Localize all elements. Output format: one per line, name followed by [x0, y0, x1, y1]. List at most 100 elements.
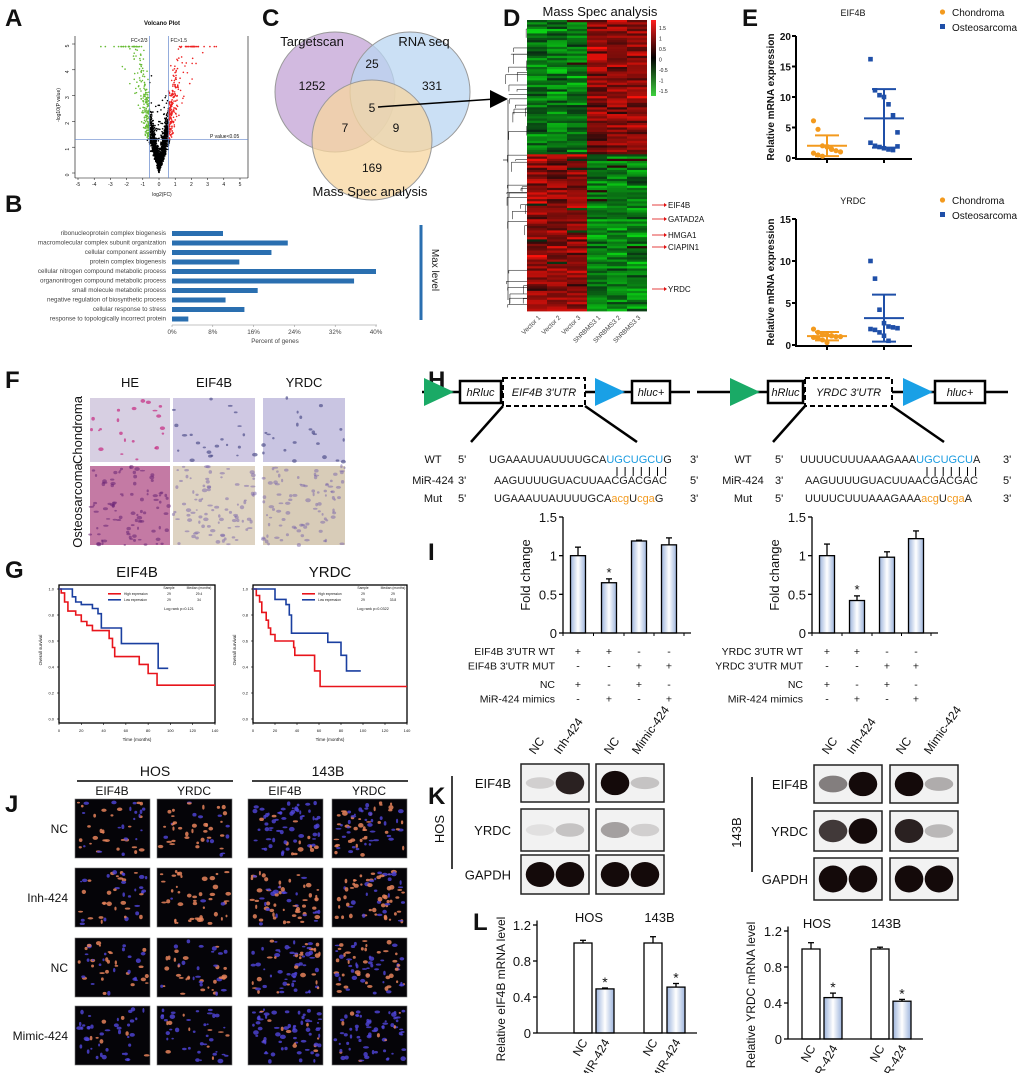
heatmap-cell [527, 129, 547, 133]
cell [281, 817, 287, 820]
volcano-point [146, 123, 148, 126]
heatmap-cell [627, 268, 647, 272]
heatmap-cell [607, 299, 627, 303]
cell [81, 811, 86, 814]
arrow-icon [664, 287, 667, 291]
heatmap-cell [547, 73, 567, 77]
protein-band [600, 822, 630, 838]
x-tick-label: 60 [317, 728, 322, 733]
cell [308, 809, 311, 813]
heatmap-cell [587, 288, 607, 292]
volcano-point [165, 130, 167, 132]
volcano-point [151, 135, 154, 138]
cell [93, 813, 97, 818]
heatmap-cell [567, 178, 587, 182]
volcano-point [162, 158, 165, 161]
cell [348, 964, 353, 968]
volcano-point [165, 135, 168, 138]
gene-box-hluc [933, 379, 987, 405]
nucleus [131, 406, 137, 411]
significance-star: * [602, 974, 608, 990]
cell [355, 964, 359, 969]
cell [293, 1036, 297, 1040]
volcano-point [133, 78, 136, 81]
protein-band [818, 865, 848, 893]
legend-marker [939, 197, 946, 203]
cell [295, 906, 301, 912]
volcano-point [170, 114, 173, 117]
legend-sample: 29 [361, 592, 365, 596]
nucleus [205, 477, 210, 480]
nucleus [283, 448, 287, 452]
venn-count: 331 [422, 79, 442, 93]
heatmap-cell [607, 241, 627, 245]
volcano-point [169, 109, 172, 112]
cell [98, 963, 102, 967]
y-tick-label: 1.0 [48, 587, 54, 592]
bar [172, 278, 355, 284]
heatmap-cell [527, 297, 547, 301]
nucleus [151, 529, 156, 533]
volcano-point [140, 90, 142, 92]
condition-mark: + [606, 694, 612, 706]
cell [200, 899, 207, 903]
heatmap-cell [567, 299, 587, 303]
cell [257, 989, 260, 994]
cell [350, 900, 356, 905]
cell [176, 871, 180, 876]
heatmap-cell [607, 239, 627, 243]
nucleus [317, 502, 322, 506]
heatmap-cell [587, 136, 607, 140]
heatmap-cell [587, 277, 607, 281]
volcano-point [146, 120, 149, 123]
cell [268, 827, 274, 829]
end-label: 3' [690, 454, 698, 466]
fluorescence-image-bg [247, 867, 324, 928]
heatmap-cell [527, 167, 547, 171]
nucleus [220, 534, 226, 538]
heatmap-cell [587, 143, 607, 146]
nucleus [152, 494, 158, 498]
cell [92, 835, 99, 840]
heatmap-cell [587, 24, 607, 28]
panel-label: F [5, 367, 20, 394]
volcano-point [172, 96, 175, 99]
volcano-point [160, 147, 163, 150]
data-point [872, 327, 878, 333]
cell [196, 841, 200, 845]
cell [274, 940, 278, 943]
cell [293, 988, 298, 992]
heatmap-cell [567, 98, 587, 101]
cell [209, 892, 216, 897]
nucleus [339, 471, 344, 475]
cell [400, 901, 406, 904]
nucleus [300, 523, 306, 526]
cell [335, 827, 342, 830]
heatmap-cell [627, 131, 647, 135]
volcano-point [142, 100, 144, 102]
volcano-point [158, 171, 160, 173]
heatmap-cell [587, 91, 607, 95]
cell [285, 1029, 292, 1034]
cell [302, 1013, 306, 1017]
heatmap-cell [547, 87, 567, 90]
heatmap-cell [567, 44, 587, 48]
cell [366, 1034, 372, 1039]
heatmap-cell [607, 140, 627, 144]
y-axis-label: -log10(P value) [56, 88, 62, 122]
heatmap-cell [527, 239, 547, 243]
nucleus [155, 537, 161, 541]
qpcr-bar-chart: HOSNC*MIR-424143BNC*MIR-42400.40.81.2Rel… [494, 910, 697, 1073]
heatmap-cell [607, 24, 627, 28]
cell [296, 803, 300, 807]
volcano-point [137, 45, 139, 48]
data-point [837, 149, 844, 155]
heatmap-cell [587, 58, 607, 61]
nucleus [249, 519, 253, 524]
nucleus [239, 505, 245, 510]
cell [387, 877, 392, 882]
heatmap-cell [607, 55, 627, 59]
volcano-point [170, 136, 173, 138]
volcano-point [171, 103, 174, 106]
cell [371, 1050, 375, 1055]
